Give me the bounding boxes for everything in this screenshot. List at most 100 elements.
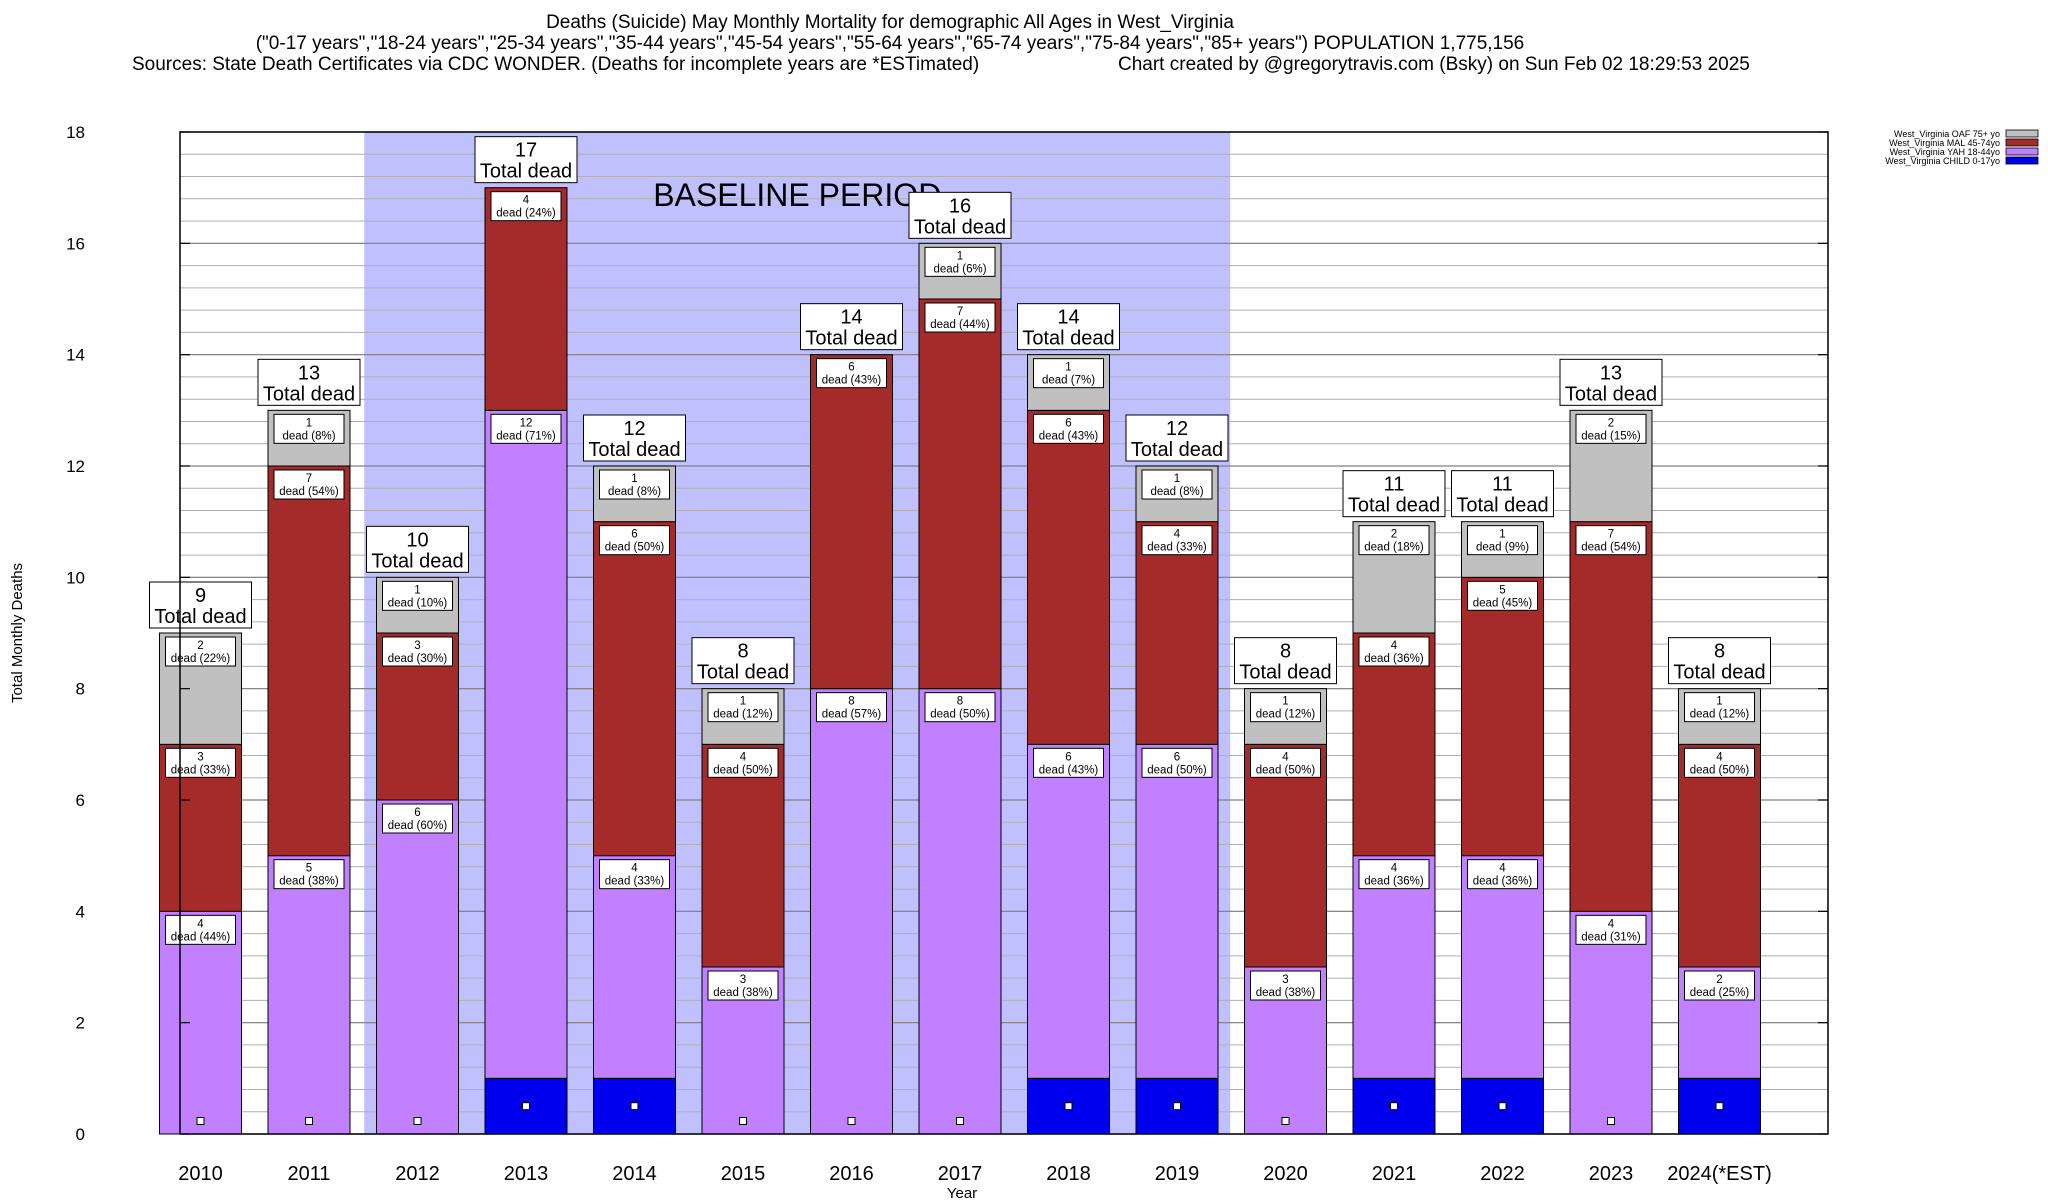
segment-label-box bbox=[1358, 859, 1430, 890]
bar-segment-mal bbox=[701, 743, 785, 968]
y-tick-label: 8 bbox=[76, 680, 85, 699]
bar-segment-yah bbox=[1027, 743, 1110, 1079]
segment-count-label: 7 bbox=[1608, 529, 1614, 541]
segment-percent-label: dead (71%) bbox=[496, 430, 556, 442]
legend-swatch bbox=[2005, 147, 2039, 156]
bar-marker bbox=[522, 1102, 530, 1111]
x-tick-label: 2017 bbox=[938, 1163, 983, 1185]
total-count-label: 10 bbox=[406, 529, 428, 551]
segment-count-label: 7 bbox=[957, 306, 963, 318]
x-tick-label: 2022 bbox=[1480, 1163, 1525, 1185]
segment-count-label: 5 bbox=[1499, 584, 1505, 596]
bar-segment-mal bbox=[484, 187, 568, 411]
segment-percent-label: dead (60%) bbox=[388, 820, 448, 832]
total-label-box bbox=[908, 191, 1012, 239]
chart-title: Deaths (Suicide) May Monthly Mortality f… bbox=[546, 12, 1234, 33]
segment-percent-label: dead (6%) bbox=[933, 263, 986, 275]
y-axis-label: Total Monthly Deaths bbox=[9, 563, 26, 703]
total-count-label: 13 bbox=[1600, 362, 1622, 384]
y-tick-label: 6 bbox=[76, 791, 85, 810]
segment-count-label: 1 bbox=[631, 473, 637, 485]
total-label-box bbox=[366, 525, 469, 573]
baseline-period-label: BASELINE PERIOD bbox=[653, 177, 941, 213]
segment-percent-label: dead (43%) bbox=[1039, 430, 1099, 442]
y-tick-label: 12 bbox=[66, 457, 85, 476]
total-label-box bbox=[257, 358, 361, 406]
chart-titles: Deaths (Suicide) May Monthly Mortality f… bbox=[0, 12, 1780, 75]
bar-marker bbox=[1607, 1117, 1615, 1125]
segment-label-box bbox=[924, 246, 996, 277]
segment-label-box bbox=[1141, 747, 1213, 778]
total-dead-label: Total dead bbox=[154, 606, 246, 628]
segment-count-label: 4 bbox=[1716, 751, 1723, 763]
segment-count-label: 5 bbox=[306, 863, 312, 875]
segment-percent-label: dead (36%) bbox=[1473, 876, 1533, 888]
total-count-label: 13 bbox=[298, 362, 320, 384]
segment-count-label: 2 bbox=[197, 640, 203, 652]
bar-segment-mal bbox=[810, 354, 893, 690]
bar-segment-mal bbox=[593, 521, 676, 857]
segment-label-box bbox=[1684, 692, 1755, 723]
segment-count-label: 6 bbox=[1065, 751, 1071, 763]
segment-label-box bbox=[1575, 525, 1647, 556]
total-label-box bbox=[1017, 303, 1120, 351]
x-tick-label: 2021 bbox=[1372, 1163, 1417, 1185]
total-label-box bbox=[1559, 358, 1663, 406]
total-dead-label: Total dead bbox=[1565, 383, 1657, 405]
segment-count-label: 1 bbox=[414, 584, 420, 596]
bar-segment-yah bbox=[376, 799, 459, 1135]
segment-count-label: 4 bbox=[1391, 863, 1398, 875]
segment-count-label: 3 bbox=[740, 974, 746, 986]
total-dead-label: Total dead bbox=[1022, 328, 1114, 350]
segment-label-box bbox=[1358, 636, 1430, 667]
segment-label-box bbox=[1358, 525, 1430, 556]
segment-count-label: 6 bbox=[1065, 417, 1071, 429]
total-label-box bbox=[149, 581, 252, 629]
bar-segment-mal bbox=[1027, 409, 1110, 745]
total-count-label: 11 bbox=[1492, 474, 1513, 496]
segment-percent-label: dead (33%) bbox=[1147, 542, 1207, 554]
y-tick-label: 0 bbox=[76, 1125, 85, 1144]
segment-label-box bbox=[1033, 413, 1104, 444]
x-tick-label: 2024(*EST) bbox=[1667, 1163, 1772, 1185]
bar-marker bbox=[956, 1117, 964, 1125]
bar-marker bbox=[739, 1117, 747, 1125]
segment-percent-label: dead (25%) bbox=[1690, 987, 1750, 999]
total-count-label: 11 bbox=[1384, 474, 1405, 496]
segment-count-label: 4 bbox=[1608, 918, 1615, 930]
total-dead-label: Total dead bbox=[480, 161, 572, 183]
segment-percent-label: dead (44%) bbox=[171, 931, 231, 943]
segment-percent-label: dead (54%) bbox=[1581, 542, 1641, 554]
segment-count-label: 12 bbox=[520, 417, 533, 429]
segment-label-box bbox=[1467, 525, 1538, 556]
bar-marker bbox=[847, 1117, 856, 1125]
segment-percent-label: dead (12%) bbox=[713, 709, 773, 721]
total-count-label: 8 bbox=[1280, 641, 1291, 663]
x-tick-label: 2010 bbox=[178, 1163, 223, 1185]
x-tick-label: 2023 bbox=[1589, 1163, 1634, 1185]
segment-percent-label: dead (8%) bbox=[282, 430, 335, 442]
segment-label-box bbox=[1141, 525, 1213, 556]
segment-percent-label: dead (45%) bbox=[1473, 597, 1533, 609]
bar-segment-mal bbox=[267, 465, 351, 857]
x-tick-label: 2019 bbox=[1155, 1163, 1200, 1185]
total-dead-label: Total dead bbox=[1456, 495, 1548, 517]
segment-count-label: 6 bbox=[848, 362, 854, 374]
segment-percent-label: dead (54%) bbox=[279, 486, 339, 498]
segment-count-label: 6 bbox=[414, 807, 420, 819]
segment-label-box bbox=[924, 302, 996, 333]
segment-percent-label: dead (12%) bbox=[1256, 709, 1316, 721]
total-count-label: 12 bbox=[1166, 418, 1188, 440]
legend-swatch bbox=[2005, 129, 2039, 138]
segment-count-label: 6 bbox=[1174, 751, 1180, 763]
